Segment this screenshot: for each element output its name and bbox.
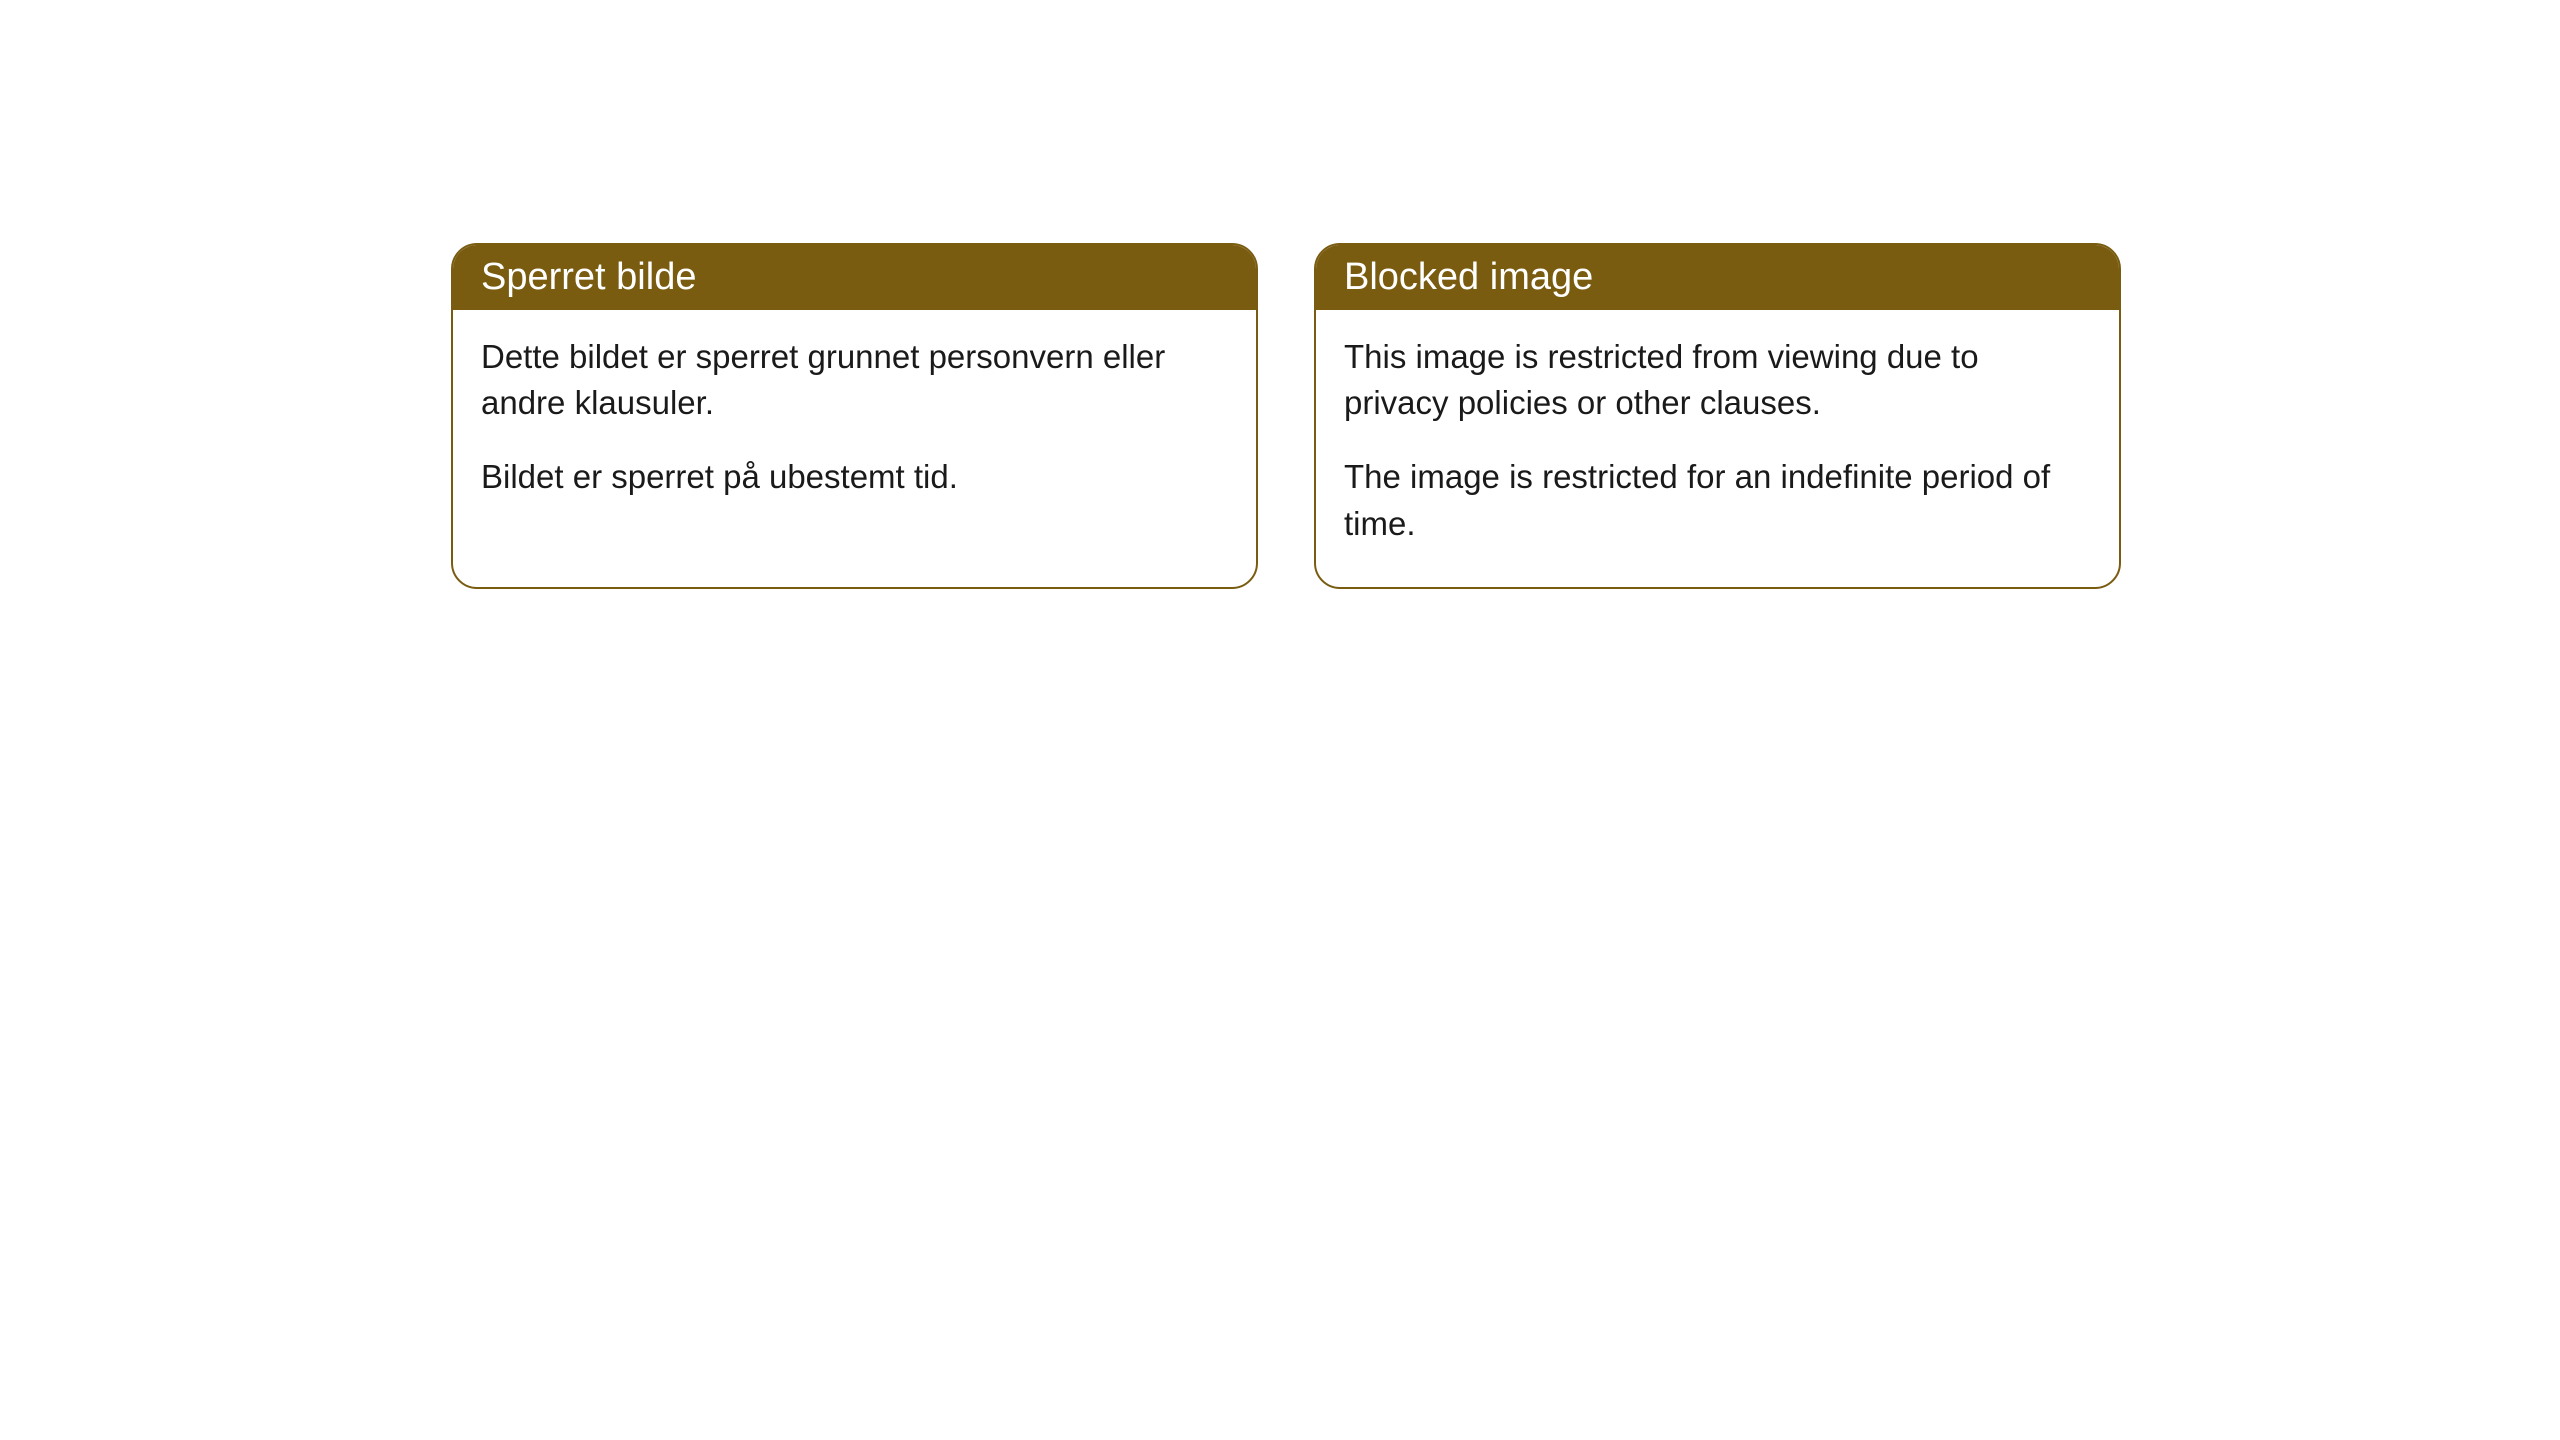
card-paragraph-2-english: The image is restricted for an indefinit…: [1344, 454, 2091, 546]
card-paragraph-2-norwegian: Bildet er sperret på ubestemt tid.: [481, 454, 1228, 500]
card-header-english: Blocked image: [1316, 245, 2119, 310]
card-body-english: This image is restricted from viewing du…: [1316, 310, 2119, 587]
card-body-norwegian: Dette bildet er sperret grunnet personve…: [453, 310, 1256, 541]
card-header-norwegian: Sperret bilde: [453, 245, 1256, 310]
card-paragraph-1-english: This image is restricted from viewing du…: [1344, 334, 2091, 426]
blocked-image-card-norwegian: Sperret bilde Dette bildet er sperret gr…: [451, 243, 1258, 589]
blocked-image-card-english: Blocked image This image is restricted f…: [1314, 243, 2121, 589]
cards-container: Sperret bilde Dette bildet er sperret gr…: [451, 243, 2560, 589]
card-paragraph-1-norwegian: Dette bildet er sperret grunnet personve…: [481, 334, 1228, 426]
